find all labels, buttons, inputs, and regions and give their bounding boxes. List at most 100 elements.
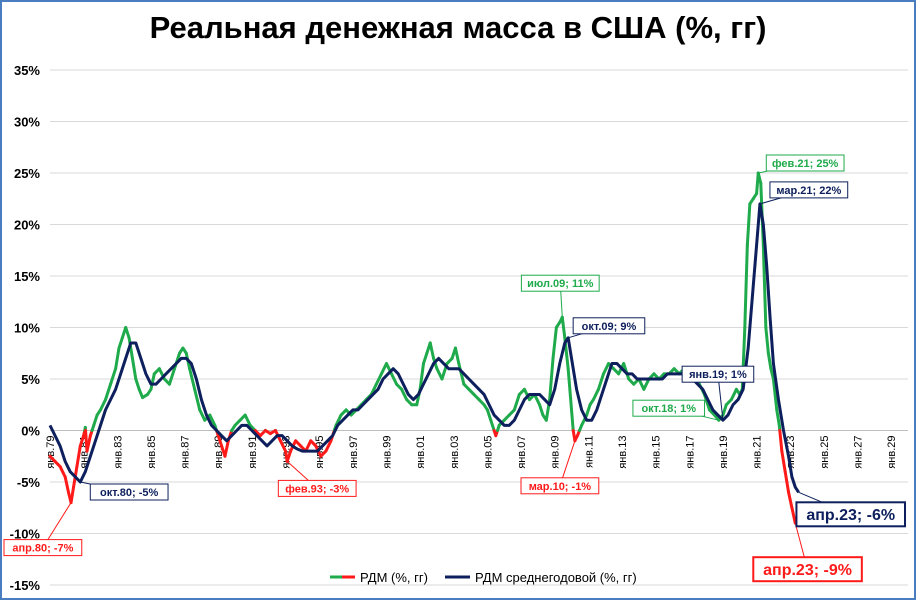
series-rdm-segment: [775, 408, 781, 427]
series-rdm-segment: [489, 418, 496, 432]
x-tick-label: янв.27: [853, 436, 865, 469]
series-rdm-segment: [743, 243, 749, 329]
x-tick-label: янв.01: [415, 436, 427, 469]
grid-lines: [50, 69, 908, 586]
series-rdm-segment: [533, 392, 542, 407]
series-rdm-segment: [585, 403, 592, 417]
series-rdm-segment: [566, 367, 574, 412]
series-rdm-segment: [198, 408, 207, 422]
series-rdm-segment: [729, 387, 738, 402]
annotation-label: июл.09; 11%: [527, 278, 594, 290]
annotation-box: [752, 556, 863, 583]
annotation-label: окт.09; 9%: [582, 321, 637, 333]
series-rdm-segment: [453, 346, 461, 366]
x-tick-label: янв.15: [651, 436, 663, 469]
series-rdm-segment: [421, 351, 429, 366]
series-rdm-segment: [117, 336, 124, 350]
series-rdm-segment: [75, 444, 82, 469]
series-rdm-segment: [637, 377, 646, 391]
series-rdm-segment: [745, 202, 752, 247]
series-rdm-segment: [304, 439, 313, 453]
x-tick-label: янв.19: [718, 436, 730, 469]
annotation-label: фев.21; 25%: [772, 158, 839, 170]
y-tick-label: -15%: [10, 578, 41, 593]
series-rdm-segment: [193, 387, 202, 412]
series-rdm-segment: [783, 470, 791, 494]
series-rdm-segment: [764, 326, 770, 355]
x-tick-label: янв.87: [180, 436, 192, 469]
series-rdm-segment: [188, 367, 197, 391]
x-tick-label: янв.85: [146, 436, 158, 469]
x-tick-label: янв.09: [550, 436, 562, 469]
series-rdm-segment: [369, 382, 378, 396]
annotation-label: фев.93; -3%: [285, 483, 349, 495]
y-tick-label: 20%: [14, 218, 40, 233]
series-rdm-segment: [334, 413, 343, 427]
series-lines: [48, 171, 800, 525]
series-rdm-segment: [130, 356, 138, 381]
annotation-box: [795, 501, 906, 528]
series-rdm-segment: [766, 351, 773, 371]
legend-label-rdm-avg: РДМ среднегодовой (%, гг): [475, 570, 637, 585]
series-rdm-segment: [285, 449, 293, 463]
series-rdm-segment: [324, 439, 333, 453]
annotation-box: [3, 539, 83, 557]
series-rdm-segment: [485, 408, 493, 422]
series-rdm-segment: [78, 434, 86, 448]
annotation-box: [632, 399, 706, 417]
y-tick-label: 30%: [14, 115, 40, 130]
x-tick-label: янв.03: [449, 436, 461, 469]
series-rdm-segment: [790, 506, 797, 525]
series-rdm-segment: [787, 490, 794, 510]
series-rdm-segment: [418, 362, 425, 391]
series-rdm-segment: [591, 387, 600, 402]
y-tick-label: 10%: [14, 321, 40, 336]
y-tick-label: 15%: [14, 269, 40, 284]
series-rdm-segment: [601, 362, 611, 376]
x-tick-label: янв.91: [247, 436, 259, 469]
series-rdm-segment: [538, 403, 545, 417]
y-axis-ticks: 35% 30% 25% 20% 15% 10% 5% 0% -5% -10% -15%: [10, 63, 41, 593]
annotation-box: [277, 479, 357, 497]
y-tick-label: -10%: [10, 527, 41, 542]
series-rdm-segment: [522, 387, 531, 402]
y-tick-label: 0%: [21, 424, 40, 439]
series-rdm-segment: [278, 439, 288, 453]
series-rdm-segment: [69, 485, 76, 505]
x-tick-label: янв.21: [752, 436, 764, 469]
series-rdm-segment: [124, 326, 131, 340]
series-rdm-segment: [570, 408, 575, 432]
series-rdm-segment: [428, 341, 436, 360]
annotation-label: апр.80; -7%: [12, 543, 73, 555]
series-rdm-segment: [109, 367, 118, 386]
x-tick-label: янв.25: [819, 436, 831, 469]
series-rdm-segment: [551, 326, 558, 360]
chart-title: Реальная денежная масса в США (%, гг): [149, 10, 767, 45]
series-rdm-segment: [134, 377, 141, 391]
series-rdm-segment: [208, 413, 217, 427]
x-tick-label: янв.05: [482, 435, 494, 468]
series-rdm-segment: [771, 377, 779, 412]
annotation-box: [520, 477, 600, 495]
x-tick-label: янв.83: [112, 436, 124, 469]
annotation-box: [89, 483, 169, 501]
x-tick-label: янв.97: [348, 436, 360, 469]
series-rdm-segment: [780, 449, 787, 474]
series-rdm-segment: [400, 387, 409, 402]
series-rdm-segment: [243, 413, 252, 427]
x-tick-label: янв.11: [583, 436, 595, 468]
annotation-box: [520, 274, 600, 292]
series-rdm-segment: [127, 336, 134, 360]
legend: РДМ (%, гг) РДМ среднегодовой (%, гг): [330, 570, 637, 585]
annotation-label: апр.23; -6%: [806, 507, 895, 524]
x-tick-label: янв.13: [617, 436, 629, 469]
series-rdm-segment: [114, 346, 121, 371]
annotation-label: мар.10; -1%: [529, 481, 592, 493]
series-rdm-segment: [596, 372, 605, 391]
series-rdm-segment: [58, 465, 67, 479]
x-axis-ticks: янв.79 янв.81 янв.83 янв.85 янв.87 янв.89 янв.…: [45, 435, 898, 468]
series-rdm-segment: [167, 367, 176, 386]
y-tick-label: 5%: [21, 372, 40, 387]
series-rdm-segment: [223, 439, 230, 458]
